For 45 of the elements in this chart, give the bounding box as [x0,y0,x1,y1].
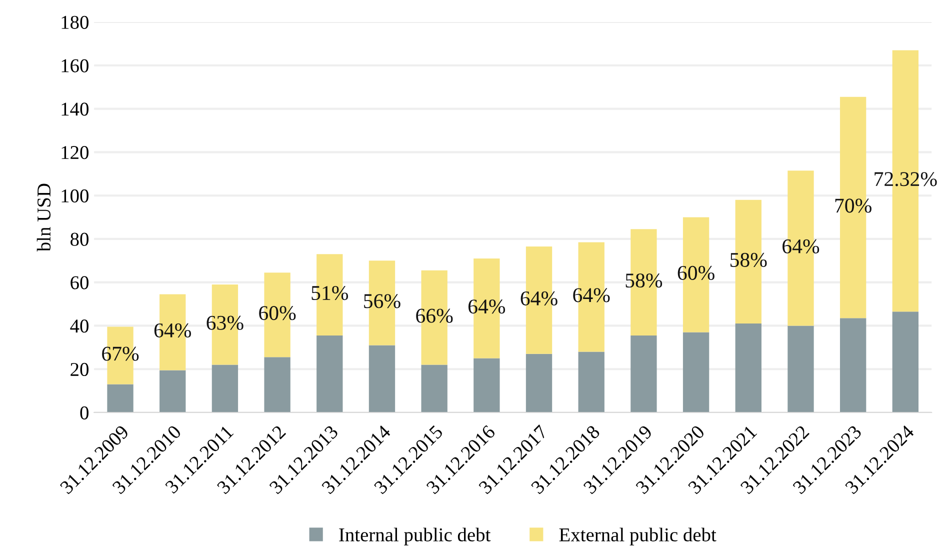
y-tick-label: 20 [70,362,88,376]
annotation: 64% [520,291,558,306]
bar [264,357,290,412]
bar [840,318,866,412]
bar [735,324,762,412]
y-tick-label: 160 [62,59,88,72]
bar [892,312,919,412]
y-tick-label: 0 [80,406,88,420]
bar [421,364,448,412]
y-tick-label: 100 [62,189,88,202]
y-tick-label: 180 [62,16,88,29]
y-tick-label: 40 [70,320,88,333]
bar [316,335,343,412]
bar [107,384,134,412]
legend-label: External public debt [559,528,716,546]
annotation: 70% [835,198,872,213]
annotation: 51% [312,286,348,300]
annotation: 64% [573,288,610,302]
bar [160,370,186,412]
bar [682,332,710,412]
annotation: 64% [782,239,820,254]
bar [368,345,396,412]
annotation: 56% [364,294,400,308]
annotation: 66% [416,308,453,323]
annotation: 63% [206,316,244,330]
annotation: 60% [678,266,714,280]
y-tick-label: 140 [62,102,88,116]
annotation: 67% [102,346,139,361]
legend-label: Internal public debt [339,528,491,546]
bar [212,364,238,412]
bar [474,358,500,412]
annotation: 58% [730,252,767,268]
bar [788,326,814,412]
bar [526,354,552,412]
annotation: 58% [626,273,662,288]
y-tick-label: 120 [62,146,88,160]
y-tick-label: 80 [70,232,88,246]
y-axis-title: bln USD [36,184,51,252]
annotation: 64% [468,300,506,314]
annotation: 64% [154,323,191,338]
bar [630,335,657,412]
annotation: 72.32% [874,172,937,186]
annotation: 60% [259,306,296,320]
y-tick-label: 60 [70,276,88,290]
bar [578,352,604,412]
